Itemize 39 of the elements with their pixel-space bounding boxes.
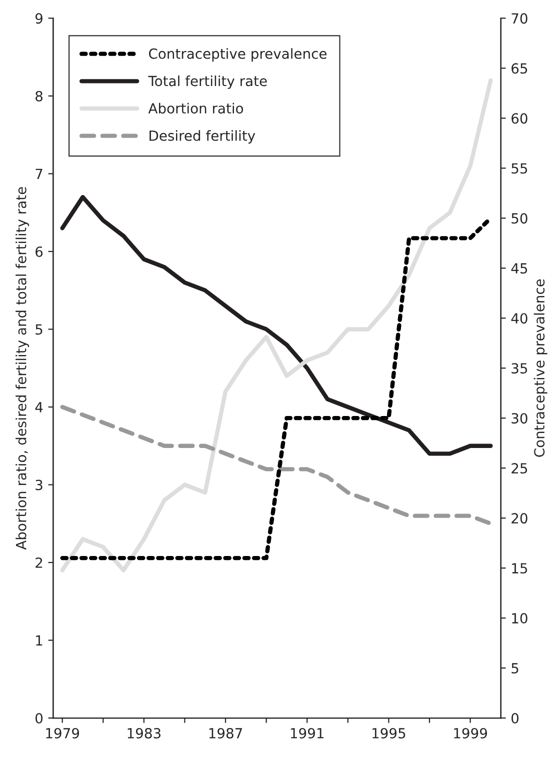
line-series [60,404,493,526]
y-axis-title: Abortion ratio, desired fertility and total fertility rate [16,187,30,550]
y-tick-label: 2 [36,557,42,568]
y2-axis-title: Contraceptive prevalence [534,279,548,457]
y-tick-label: 4 [35,402,43,412]
legend-label: Contraceptive prevalence [149,48,327,62]
y-tick-label: 9 [35,13,42,24]
y-tick-label: 7 [36,168,42,180]
x-tick-label: 1987 [209,728,242,738]
y2-tick-label: 20 [512,513,528,524]
legend-label: Desired fertility [150,130,256,144]
y-tick-label: 6 [36,246,43,257]
y-tick-label: 8 [36,90,42,102]
y-tick-label: 1 [36,635,42,646]
y2-tick-label: 60 [512,113,528,124]
y-tick-label: 0 [36,712,43,724]
y2-tick-label: 30 [512,413,528,424]
y2-tick-label: 45 [511,263,528,274]
x-tick-label: 1991 [290,728,324,738]
x-tick-label: 1999 [454,728,487,738]
y2-tick-label: 15 [512,563,528,574]
x-tick-label: 1983 [128,728,160,738]
y2-tick-label: 0 [512,712,519,724]
x-tick-label: 1995 [372,728,406,738]
legend-label: Total fertility rate [148,75,267,89]
y2-tick-label: 70 [512,13,528,24]
y2-tick-label: 10 [512,613,528,624]
y2-tick-label: 65 [512,63,528,74]
x-tick-label: 1979 [46,728,80,738]
line-series [60,194,493,456]
y2-tick-label: 40 [511,313,528,324]
y2-tick-label: 50 [512,213,528,224]
y2-tick-label: 35 [512,363,528,374]
y2-tick-label: 25 [512,463,528,474]
y2-tick-label: 55 [512,163,528,174]
y2-tick-label: 5 [512,663,518,674]
y-tick-label: 5 [36,324,42,335]
legend-label: Abortion ratio [148,102,244,114]
y-tick-label: 3 [36,480,42,490]
